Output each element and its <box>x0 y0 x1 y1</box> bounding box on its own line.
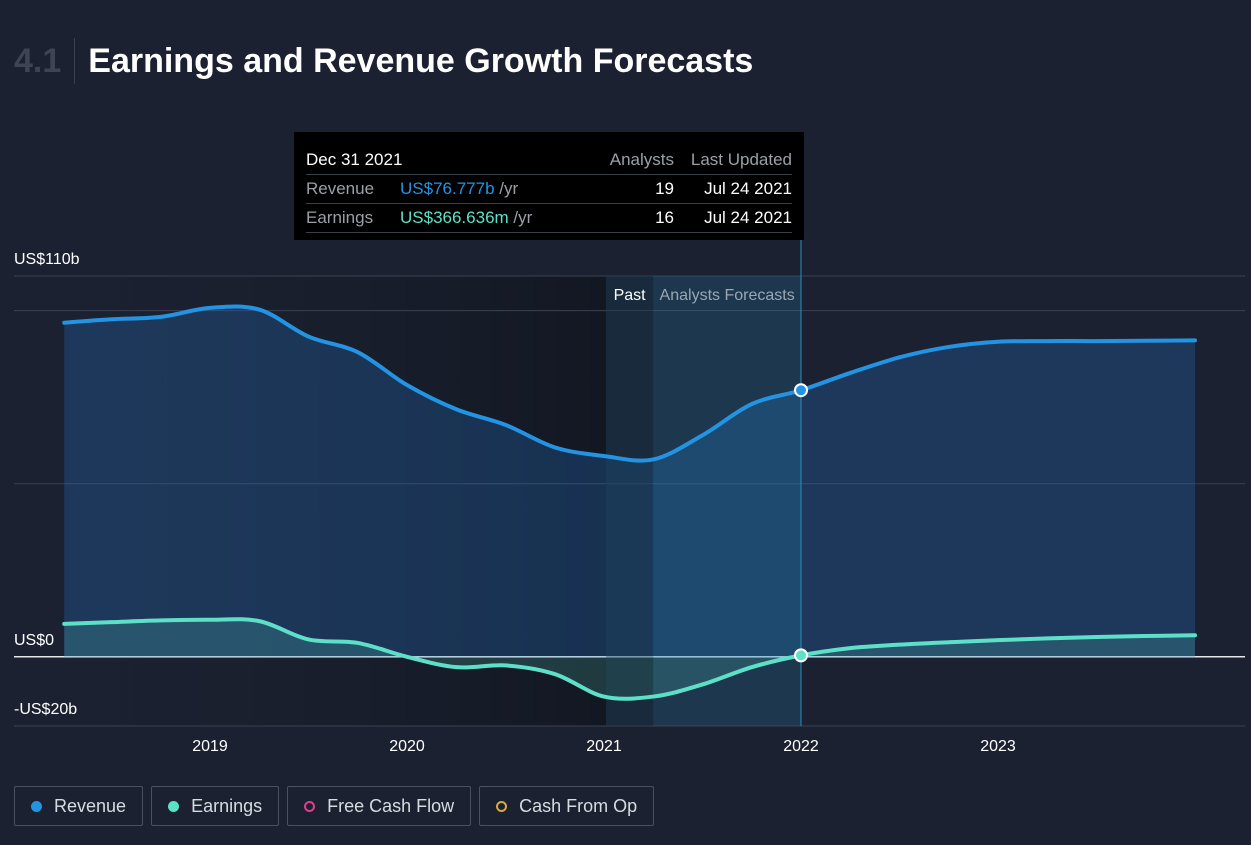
tooltip: Dec 31 2021 Analysts Last Updated Revenu… <box>294 132 804 240</box>
tooltip-revenue-value-cell: US$76.777b /yr <box>400 179 596 199</box>
x-tick-label: 2021 <box>586 738 622 755</box>
revenue-line <box>62 304 1197 463</box>
x-tick-label: 2020 <box>389 738 425 755</box>
tooltip-revenue-analysts: 19 <box>655 179 674 198</box>
legend-earnings-button[interactable]: Earnings <box>151 786 280 826</box>
x-tick-label: 2019 <box>192 738 228 755</box>
tooltip-earnings-value-cell: US$366.636m /yr <box>400 208 596 228</box>
header: 4.1 Earnings and Revenue Growth Forecast… <box>14 38 753 84</box>
earnings-line <box>62 617 1197 701</box>
past-label: Past <box>614 287 647 304</box>
tooltip-col-updated: Last Updated <box>690 150 792 169</box>
earnings-marker <box>794 648 808 663</box>
legend-cfo-label: Cash From Op <box>519 795 638 816</box>
forecast-band <box>653 276 801 726</box>
legend: Revenue Earnings Free Cash Flow Cash Fro… <box>14 786 655 826</box>
legend-earnings-label: Earnings <box>191 795 263 816</box>
x-tick-label: 2023 <box>980 738 1016 755</box>
legend-revenue-label: Revenue <box>54 795 127 816</box>
legend-cfo-button[interactable]: Cash From Op <box>479 786 655 826</box>
x-tick-label: 2022 <box>783 738 819 755</box>
past-band <box>606 276 654 726</box>
tooltip-earnings-row: Earnings US$366.636m /yr 16 Jul 24 2021 <box>306 204 792 233</box>
fcf-ring-icon <box>304 800 316 812</box>
section-number: 4.1 <box>14 38 76 84</box>
tooltip-col-analysts: Analysts <box>609 150 674 169</box>
y-tick-label: -US$20b <box>14 701 77 718</box>
tooltip-revenue-label: Revenue <box>306 179 375 198</box>
tooltip-header-row: Dec 31 2021 Analysts Last Updated <box>306 146 792 175</box>
earnings-area <box>64 619 1196 699</box>
cfo-ring-icon <box>496 800 508 812</box>
tooltip-earnings-label: Earnings <box>306 208 374 227</box>
past-shade <box>14 276 606 726</box>
revenue-marker <box>794 383 808 398</box>
legend-revenue-button[interactable]: Revenue <box>14 786 144 826</box>
revenue-dot-icon <box>31 800 42 812</box>
y-tick-label: US$0 <box>14 632 54 649</box>
tooltip-revenue-updated: Jul 24 2021 <box>704 179 792 198</box>
forecast-label: Analysts Forecasts <box>660 287 795 304</box>
tooltip-earnings-analysts: 16 <box>655 208 674 227</box>
tooltip-earnings-unit: /yr <box>513 208 533 227</box>
tooltip-revenue-value: US$76.777b <box>400 179 495 198</box>
tooltip-revenue-row: Revenue US$76.777b /yr 19 Jul 24 2021 <box>306 175 792 204</box>
tooltip-date: Dec 31 2021 <box>306 150 403 169</box>
tooltip-earnings-updated: Jul 24 2021 <box>704 208 792 227</box>
page-title: Earnings and Revenue Growth Forecasts <box>88 42 754 80</box>
earnings-dot-icon <box>168 800 180 812</box>
tooltip-revenue-unit: /yr <box>499 179 519 198</box>
y-tick-label: US$110b <box>14 251 80 268</box>
revenue-area <box>64 306 1196 657</box>
tooltip-earnings-value: US$366.636m <box>400 208 509 227</box>
legend-fcf-label: Free Cash Flow <box>327 795 455 816</box>
legend-fcf-button[interactable]: Free Cash Flow <box>287 786 472 826</box>
